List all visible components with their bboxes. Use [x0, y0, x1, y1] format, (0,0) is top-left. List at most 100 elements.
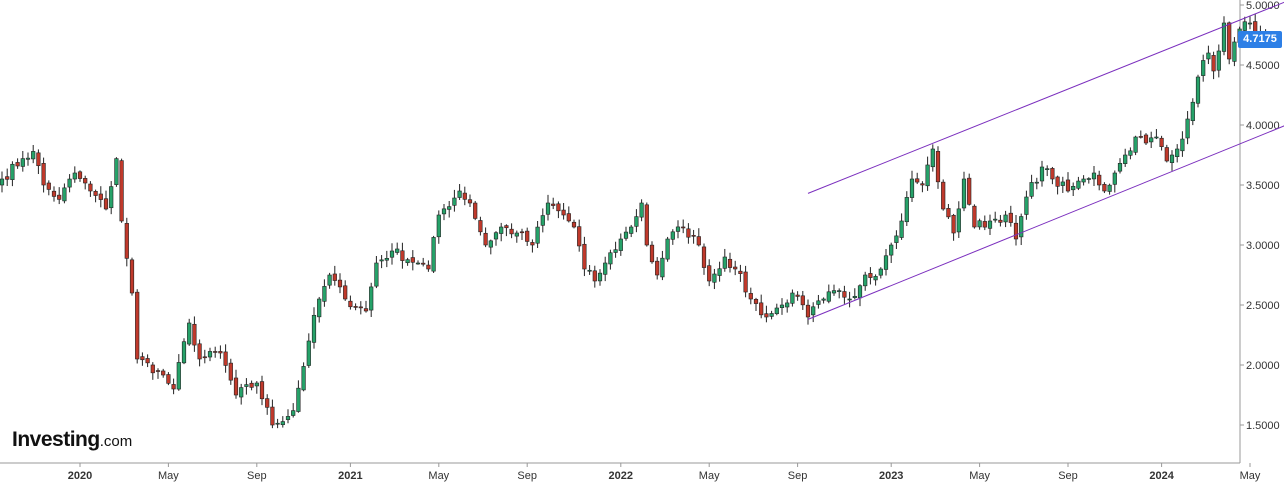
candle-body — [1247, 22, 1253, 25]
candle-body — [727, 258, 733, 268]
candle-body — [1175, 148, 1180, 157]
candle-body — [166, 374, 171, 384]
candle-body — [291, 410, 296, 416]
candle-body — [826, 291, 831, 302]
y-tick-label: 1.5000 — [1246, 420, 1280, 432]
candle-body — [119, 160, 124, 222]
candle-body — [1097, 174, 1102, 186]
candle-body — [785, 302, 790, 308]
candle-body — [499, 226, 504, 234]
candle-body — [473, 202, 478, 219]
candle-body — [467, 199, 473, 204]
candle-body — [977, 220, 982, 228]
candle-body — [478, 220, 483, 233]
candle-body — [863, 274, 868, 287]
candle-body — [259, 381, 265, 400]
x-tick-label: 2023 — [879, 470, 903, 482]
candle-body — [1045, 168, 1050, 170]
candle-body — [519, 231, 525, 234]
x-tick-label: 2021 — [338, 470, 362, 482]
candle-body — [681, 226, 686, 229]
candle-body — [774, 307, 779, 315]
candle-body — [1060, 181, 1065, 186]
candle-body — [795, 294, 800, 297]
candle-body — [327, 274, 332, 286]
candle-body — [909, 178, 915, 198]
candle-body — [525, 230, 530, 242]
candle-body — [213, 351, 218, 353]
x-tick-label: May — [969, 470, 990, 482]
candle-body — [176, 362, 181, 390]
candle-body — [317, 298, 322, 318]
candle-body — [192, 323, 197, 346]
candle-body — [655, 260, 660, 276]
candle-body — [275, 422, 280, 425]
candle-body — [306, 340, 311, 366]
candle-body — [379, 259, 384, 262]
candle-body — [223, 351, 228, 366]
candle-body — [332, 273, 337, 281]
candle-body — [670, 231, 675, 240]
candle-body — [161, 370, 166, 376]
candle-body — [1232, 41, 1237, 62]
candle-body — [15, 162, 20, 167]
candle-body — [868, 273, 873, 278]
candle-body — [265, 398, 270, 408]
candle-body — [1024, 196, 1029, 215]
candle-body — [956, 208, 961, 233]
candle-body — [1221, 22, 1227, 52]
candle-body — [1086, 178, 1091, 180]
y-tick-label: 3.0000 — [1246, 240, 1280, 252]
candle-body — [436, 214, 441, 238]
candle-body — [847, 298, 852, 301]
candle-body — [233, 377, 239, 396]
candle-body — [83, 178, 88, 184]
candle-body — [202, 356, 207, 359]
candle-body — [509, 228, 514, 235]
investing-logo: Investing.com — [12, 428, 132, 452]
candle-body — [400, 250, 405, 261]
candle-body — [842, 291, 847, 298]
candle-body — [1003, 214, 1008, 223]
candle-body — [717, 268, 722, 276]
candle-body — [114, 158, 119, 185]
candle-body — [821, 298, 826, 301]
candle-body — [878, 268, 883, 276]
candle-body — [941, 181, 946, 210]
candle-body — [993, 218, 998, 221]
candle-body — [1211, 55, 1216, 72]
candle-body — [961, 178, 967, 209]
candle-body — [904, 197, 909, 223]
channel-line-upper — [807, 1, 1284, 194]
candle-body — [426, 264, 431, 270]
candle-body — [1149, 137, 1154, 143]
candle-body — [244, 384, 249, 387]
candle-body — [1034, 181, 1039, 184]
candle-body — [280, 421, 285, 426]
candle-body — [691, 235, 696, 237]
candle-body — [187, 322, 192, 345]
candle-body — [769, 313, 774, 317]
candle-body — [603, 262, 608, 275]
candle-body — [873, 276, 878, 281]
candle-body — [171, 384, 176, 390]
candle-body — [852, 295, 857, 299]
candle-body — [1091, 172, 1097, 180]
candle-body — [155, 370, 161, 372]
candle-body — [613, 249, 618, 253]
candle-body — [1227, 22, 1232, 60]
candle-body — [1206, 52, 1211, 60]
candle-body — [239, 387, 244, 398]
x-tick-label: Sep — [788, 470, 808, 482]
candle-body — [369, 286, 374, 311]
candle-body — [67, 178, 72, 188]
candle-body — [41, 163, 46, 186]
candle-body — [1076, 180, 1081, 189]
candle-body — [759, 302, 764, 316]
candle-body — [249, 382, 254, 388]
candle-body — [389, 250, 395, 258]
candle-body — [946, 208, 951, 218]
candle-body — [1102, 184, 1107, 192]
candle-body — [597, 272, 603, 282]
candle-body — [20, 158, 25, 167]
